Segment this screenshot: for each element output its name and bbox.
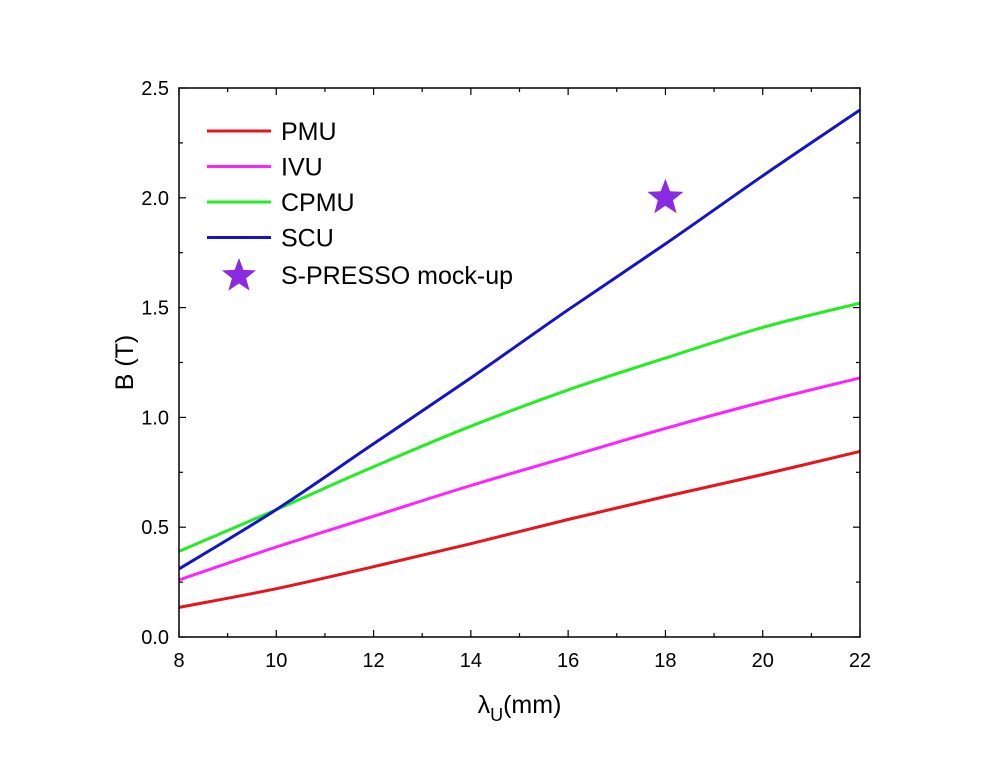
legend-label: SCU bbox=[281, 225, 334, 253]
series-line-ivu bbox=[178, 376, 861, 582]
x-axis-title-unit: (mm) bbox=[503, 691, 561, 719]
x-tick-label: 14 bbox=[460, 650, 482, 672]
y-tick-label: 2.0 bbox=[141, 188, 169, 210]
y-tick-label: 0.0 bbox=[141, 627, 169, 649]
legend-label: IVU bbox=[281, 154, 323, 182]
legend: PMU IVU CPMU SCU S-PRESSO mock-up bbox=[207, 118, 513, 291]
legend-label: PMU bbox=[281, 118, 337, 146]
y-axis-ticks: 0.0 0.5 1.0 1.5 2.0 2.5 bbox=[141, 78, 860, 649]
series-lines bbox=[178, 108, 861, 609]
x-axis-title-subscript: U bbox=[490, 705, 503, 725]
y-tick-label: 1.0 bbox=[141, 407, 169, 429]
x-tick-label: 16 bbox=[557, 650, 579, 672]
y-tick-label: 2.5 bbox=[141, 78, 169, 100]
y-tick-label: 1.5 bbox=[141, 298, 169, 320]
x-axis-ticks: 8 10 12 14 16 18 20 22 bbox=[173, 88, 871, 672]
star-marker bbox=[647, 178, 684, 214]
x-tick-label: 18 bbox=[654, 650, 676, 672]
series-line-scu bbox=[178, 108, 861, 571]
plot-area-frame bbox=[178, 87, 861, 638]
y-axis-title: B (T) bbox=[111, 335, 139, 391]
x-tick-label: 20 bbox=[752, 650, 774, 672]
x-axis-title: λU(mm) bbox=[478, 691, 562, 725]
x-tick-label: 8 bbox=[173, 650, 184, 672]
data-markers bbox=[647, 178, 684, 214]
x-tick-label: 22 bbox=[849, 650, 871, 672]
x-tick-label: 12 bbox=[362, 650, 384, 672]
series-line-pmu bbox=[178, 449, 861, 609]
x-axis-title-symbol: λ bbox=[478, 691, 491, 719]
x-tick-label: 10 bbox=[265, 650, 287, 672]
y-tick-label: 0.5 bbox=[141, 517, 169, 539]
series-line-cpmu bbox=[178, 301, 861, 553]
legend-label: CPMU bbox=[281, 189, 355, 217]
legend-label: S-PRESSO mock-up bbox=[281, 262, 513, 290]
legend-star-icon bbox=[221, 258, 257, 291]
